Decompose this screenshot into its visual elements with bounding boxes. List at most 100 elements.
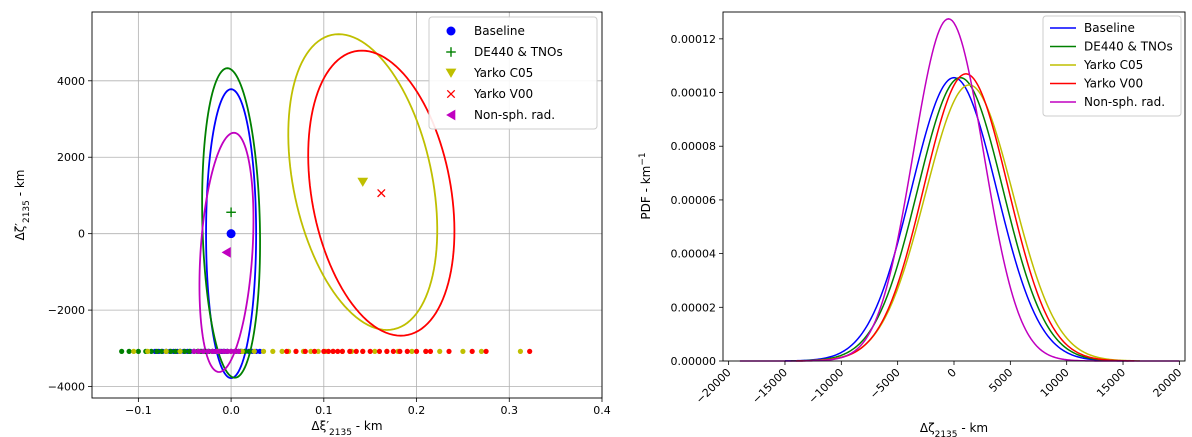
- right-y-tick-label: 0.00000: [671, 355, 717, 368]
- sample-point-de440-tnos: [186, 348, 192, 354]
- marker-de440-tnos: [226, 207, 236, 218]
- pdf-line-yarko-v00: [796, 73, 1135, 362]
- sample-point-non-sph-rad: [235, 348, 242, 354]
- sample-point-de440-tnos: [172, 348, 179, 354]
- right-y-ticks: 0.00000 0.00002 0.00004 0.00006 0.00008 0.000…: [671, 33, 723, 368]
- sample-point-non-sph-rad: [213, 348, 219, 354]
- sample-point-yarko-v00: [390, 348, 396, 354]
- sample-point-yarko-v00: [360, 348, 366, 354]
- sample-point-yarko-v00: [325, 348, 332, 354]
- right-x-tick-label: 5000: [986, 366, 1015, 395]
- sample-point-yarko-c05: [279, 348, 285, 354]
- marker-yarko-c05: [357, 177, 369, 187]
- left-y-tick-label: −4000: [48, 381, 85, 394]
- pdf-line-baseline: [784, 76, 1124, 362]
- ellipse-non-sph-rad: [198, 131, 255, 373]
- sample-point-yarko-c05: [478, 348, 485, 354]
- left-legend-entry-de440-tnos: DE440 & TNOs: [446, 45, 563, 59]
- sample-point-de440-tnos: [168, 348, 174, 354]
- sample-point-non-sph-rad: [228, 348, 234, 354]
- right-x-tick-label: −5000: [867, 366, 903, 402]
- sample-point-de440-tnos: [182, 348, 188, 354]
- sample-point-yarko-c05: [315, 348, 321, 354]
- right-y-tick-label: 0.00004: [671, 248, 717, 261]
- sample-point-non-sph-rad: [221, 348, 227, 354]
- left-legend: Baseline DE440 & TNOs Yarko C05 Yarko V00 No…: [428, 16, 598, 130]
- left-legend-box: [428, 16, 598, 130]
- legend-marker-non-sph-rad: [446, 109, 456, 121]
- sample-point-yarko-v00: [284, 348, 290, 354]
- pdf-line-de440-tnos: [790, 76, 1129, 362]
- right-legend-box: [1042, 15, 1182, 117]
- sample-point-yarko-v00: [413, 348, 420, 354]
- left-y-axis-label: Δζ′2135 - km: [13, 170, 32, 241]
- left-nominal-markers: [221, 177, 386, 258]
- sample-point-de440-tnos: [247, 348, 253, 354]
- legend-label: Yarko C05: [1083, 58, 1143, 72]
- sample-point-yarko-v00: [423, 348, 429, 354]
- left-legend-entry-baseline: Baseline: [446, 24, 525, 38]
- sample-point-yarko-c05: [145, 348, 151, 354]
- sample-point-yarko-v00: [353, 348, 359, 354]
- sample-point-yarko-v00: [469, 348, 475, 354]
- sample-point-non-sph-rad: [232, 348, 238, 354]
- sample-point-de440-tnos: [158, 348, 165, 354]
- left-x-ticks: −0.1 0.0 0.1 0.2 0.3 0.4: [125, 398, 611, 417]
- legend-label: DE440 & TNOs: [474, 45, 563, 59]
- right-y-tick-label: 0.00006: [671, 194, 717, 207]
- sample-point-yarko-c05: [177, 348, 183, 354]
- sample-point-non-sph-rad: [196, 348, 202, 354]
- sample-point-de440-tnos: [119, 348, 125, 354]
- ellipse-baseline: [205, 88, 258, 380]
- right-legend-entry-yarko-c05: Yarko C05: [1050, 58, 1143, 72]
- legend-marker-yarko-c05: [445, 68, 457, 78]
- left-y-tick-label: −2000: [48, 304, 85, 317]
- sample-point-non-sph-rad: [205, 348, 211, 354]
- marker-yarko-v00: [377, 188, 386, 198]
- sample-point-yarko-c05: [251, 348, 257, 354]
- sample-point-yarko-c05: [517, 348, 524, 354]
- sample-point-non-sph-rad: [224, 348, 230, 354]
- right-y-tick-label: 0.00002: [671, 301, 717, 314]
- sample-point-non-sph-rad: [209, 348, 216, 354]
- legend-label: Yarko V00: [1083, 77, 1143, 91]
- sample-point-yarko-v00: [483, 348, 489, 354]
- right-x-tick-label: 0: [945, 366, 959, 380]
- left-x-tick-label: 0.4: [593, 404, 611, 417]
- legend-marker-de440-tnos: [446, 47, 456, 57]
- right-x-tick-label: −15000: [750, 366, 790, 406]
- sample-point-non-sph-rad: [217, 348, 223, 354]
- sample-point-yarko-v00: [404, 348, 410, 354]
- left-ellipses: [198, 33, 456, 380]
- right-x-tick-label: −10000: [806, 366, 846, 406]
- ellipse-yarko-c05: [287, 33, 439, 331]
- legend-label: Non-sph. rad.: [1084, 95, 1165, 109]
- right-plot: −20000 −15000 −10000 −5000 0 5000 10000 15000 20…: [638, 11, 1186, 437]
- legend-label: Baseline: [1084, 21, 1135, 35]
- left-sample-points: [119, 348, 533, 354]
- left-y-ticks: −4000 −2000 0 2000 4000: [48, 75, 92, 394]
- sample-point-yarko-c05: [437, 348, 443, 354]
- sample-point-yarko-c05: [372, 348, 378, 354]
- left-x-tick-label: 0.3: [501, 404, 519, 417]
- left-y-tick-label: 4000: [57, 75, 85, 88]
- left-x-tick-label: 0.1: [315, 404, 333, 417]
- sample-point-yarko-v00: [384, 348, 390, 354]
- sample-point-yarko-v00: [446, 348, 452, 354]
- sample-point-yarko-v00: [397, 348, 403, 354]
- sample-point-yarko-c05: [270, 348, 276, 354]
- sample-point-yarko-v00: [527, 348, 533, 354]
- sample-point-yarko-v00: [330, 348, 336, 354]
- right-x-tick-label: −20000: [693, 366, 733, 406]
- ellipse-de440-tnos: [201, 67, 261, 379]
- legend-marker-yarko-v00: [446, 89, 456, 99]
- legend-label: Yarko C05: [473, 66, 533, 80]
- sample-point-de440-tnos: [126, 348, 132, 354]
- sample-point-baseline: [257, 348, 263, 354]
- sample-point-non-sph-rad: [200, 348, 206, 354]
- sample-point-yarko-v00: [302, 348, 308, 354]
- right-legend-entry-baseline: Baseline: [1050, 21, 1135, 35]
- legend-label: DE440 & TNOs: [1084, 40, 1173, 54]
- sample-point-yarko-v00: [427, 348, 434, 354]
- legend-label: Yarko V00: [473, 87, 533, 101]
